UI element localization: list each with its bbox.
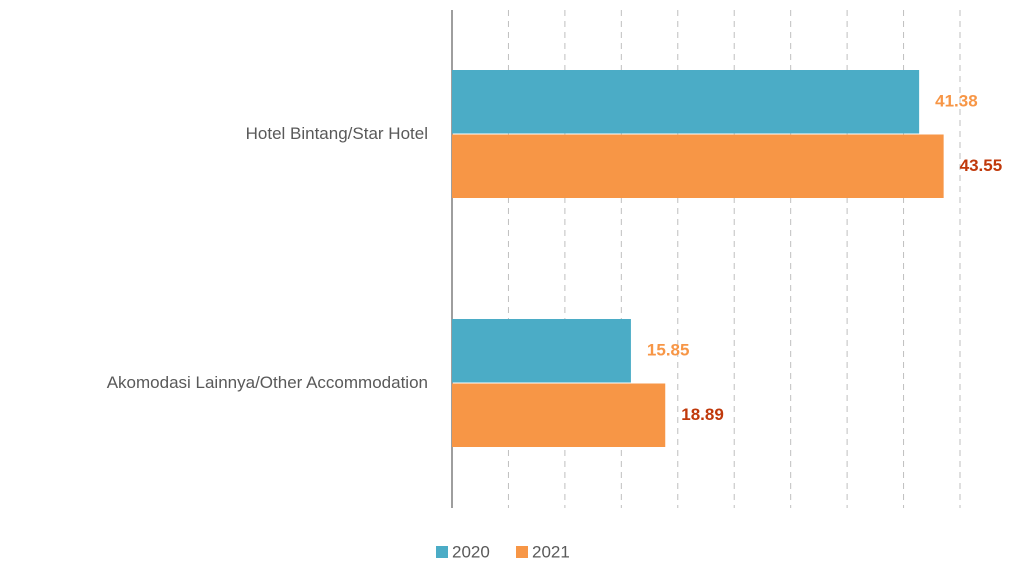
data-label: 15.85	[647, 341, 690, 360]
legend-swatch	[516, 546, 528, 558]
bar	[452, 70, 920, 134]
data-label: 41.38	[935, 92, 978, 111]
data-label: 43.55	[960, 156, 1003, 175]
legend-label: 2021	[532, 542, 570, 561]
y-tick-label: Hotel Bintang/Star Hotel	[246, 124, 428, 143]
data-label: 18.89	[681, 405, 724, 424]
bar	[452, 134, 944, 198]
bar	[452, 319, 631, 383]
y-tick-label: Akomodasi Lainnya/Other Accommodation	[107, 373, 428, 392]
legend-swatch	[436, 546, 448, 558]
bar	[452, 383, 666, 447]
legend-label: 2020	[452, 542, 490, 561]
